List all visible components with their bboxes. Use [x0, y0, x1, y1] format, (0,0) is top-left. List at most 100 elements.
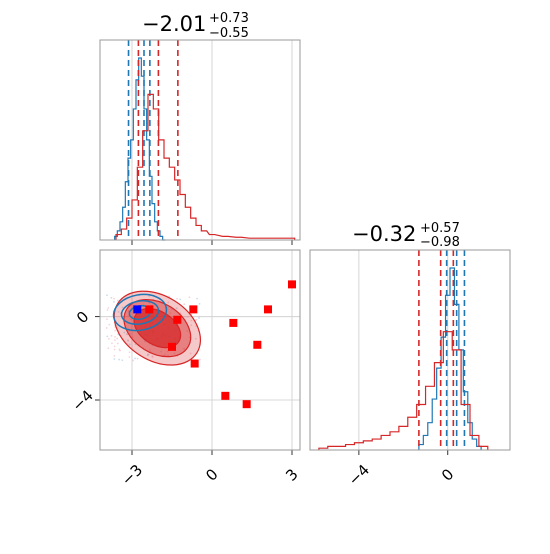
bottom-left-sample-point: [188, 296, 191, 299]
bottom-left-sample-point: [108, 323, 111, 326]
bottom-left-sample-point: [121, 306, 124, 309]
bottom-left-sample-point: [113, 345, 116, 348]
bottom-left-y-tick-label: 0: [73, 308, 92, 327]
bottom-left-sample-point: [169, 312, 172, 315]
bottom-left-red-marker: [173, 315, 182, 324]
bottom-left-sample-point: [107, 347, 110, 350]
bottom-left-sample-point: [183, 347, 186, 350]
bottom-left-sample-point: [144, 340, 146, 343]
bottom-right-series-0-histogram-step: [418, 267, 482, 450]
top-left-frame: [99, 39, 301, 241]
top-left-title: −2.01 +0.73 −0.55: [142, 11, 249, 41]
top-left-title-lower: −0.55: [209, 26, 249, 41]
bottom-left-sample-point: [160, 350, 163, 353]
bottom-left-red-marker: [189, 305, 198, 314]
bottom-left-sample-point: [123, 331, 126, 334]
top-left-background: [100, 40, 300, 240]
bottom-left-sample-point: [190, 319, 193, 322]
bottom-left-red-marker: [229, 318, 238, 327]
bottom-left-red-marker: [145, 305, 154, 314]
top-left-series-1-histogram-step: [115, 93, 296, 240]
bottom-left-sample-point: [117, 310, 120, 313]
bottom-left-red-marker: [253, 340, 262, 349]
bottom-left-sample-point: [134, 357, 136, 360]
bottom-left-sample-point: [175, 307, 178, 310]
bottom-left-sample-point: [116, 342, 119, 345]
bottom-left-sample-point: [198, 358, 201, 361]
bottom-left-panel: −3 0 3 0 −4: [69, 249, 302, 489]
bottom-left-sample-point: [116, 337, 119, 340]
bottom-left-sample-point: [106, 309, 109, 311]
bottom-right-x-tick-label: 0: [438, 465, 457, 484]
bottom-left-sample-point: [105, 327, 108, 329]
bottom-right-title-value: −0.32: [352, 222, 416, 246]
bottom-right-title-lower: −0.98: [420, 235, 460, 250]
bottom-left-sample-point: [194, 337, 197, 340]
bottom-left-x-tick-label: 3: [282, 465, 301, 484]
bottom-left-blue-contour-1: [120, 300, 160, 325]
bottom-left-sample-point: [106, 294, 108, 297]
bottom-left-sample-point: [127, 339, 129, 342]
bottom-right-series-1-histogram-step: [318, 331, 489, 450]
bottom-left-sample-point: [110, 334, 113, 337]
bottom-left-sample-point: [186, 330, 189, 332]
bottom-left-sample-point: [166, 350, 169, 353]
bottom-left-sample-point: [198, 315, 201, 318]
bottom-left-sample-point: [106, 335, 109, 338]
bottom-left-sample-point: [121, 359, 124, 362]
bottom-right-title-upper: +0.57: [420, 221, 460, 236]
bottom-left-sample-point: [136, 357, 139, 360]
bottom-left-red-marker: [221, 391, 230, 400]
bottom-left-sample-point: [198, 317, 200, 319]
bottom-left-sample-point: [108, 337, 110, 340]
bottom-left-sample-point: [113, 354, 116, 357]
bottom-left-red-marker: [288, 280, 296, 289]
bottom-left-sample-point: [142, 303, 145, 306]
bottom-left-red-marker: [190, 359, 199, 368]
bottom-left-sample-point: [113, 300, 115, 303]
bottom-left-sample-point: [167, 354, 169, 357]
bottom-left-red-marker: [242, 400, 251, 409]
bottom-left-red-marker: [264, 305, 272, 314]
bottom-left-sample-point: [129, 332, 131, 335]
top-left-title-upper: +0.73: [209, 11, 249, 26]
bottom-left-sample-point: [151, 355, 154, 358]
bottom-left-sample-point: [173, 352, 176, 355]
bottom-right-x-tick-label: −4: [345, 461, 373, 489]
bottom-left-blue-marker: [133, 305, 142, 314]
bottom-right-background: [310, 250, 510, 450]
bottom-left-sample-point: [131, 336, 134, 338]
bottom-left-sample-point: [113, 358, 116, 360]
bottom-left-sample-point: [119, 349, 121, 352]
bottom-left-sample-point: [114, 329, 117, 332]
bottom-left-sample-point: [168, 295, 171, 298]
bottom-left-sample-point: [128, 343, 131, 346]
bottom-left-background: [100, 250, 300, 450]
bottom-left-sample-point: [113, 348, 116, 351]
bottom-left-sample-point: [111, 342, 113, 345]
top-left-panel: [99, 39, 301, 245]
bottom-left-sample-point: [128, 356, 131, 358]
bottom-left-sample-point: [190, 324, 193, 327]
bottom-left-sample-point: [176, 297, 178, 300]
bottom-left-x-tick-label: −3: [118, 461, 146, 489]
bottom-left-sample-point: [132, 359, 135, 362]
bottom-left-sample-point: [196, 297, 198, 300]
bottom-left-blue-contour-0: [112, 293, 168, 332]
bottom-left-sample-point: [113, 297, 115, 300]
bottom-left-sample-point: [146, 354, 149, 357]
bottom-left-sample-point: [114, 339, 116, 341]
bottom-right-panel: −4 0: [309, 249, 511, 489]
top-left-series-0-histogram-step: [114, 57, 166, 241]
bottom-left-y-tick-label: −4: [69, 387, 97, 415]
bottom-left-sample-point: [106, 318, 108, 321]
bottom-left-sample-point: [179, 298, 182, 301]
bottom-left-sample-point: [188, 336, 191, 339]
bottom-left-sample-point: [129, 318, 132, 321]
bottom-left-sample-point: [186, 315, 189, 318]
top-left-title-value: −2.01: [142, 12, 206, 36]
bottom-left-sample-point: [107, 307, 110, 309]
bottom-left-sample-point: [183, 303, 186, 306]
